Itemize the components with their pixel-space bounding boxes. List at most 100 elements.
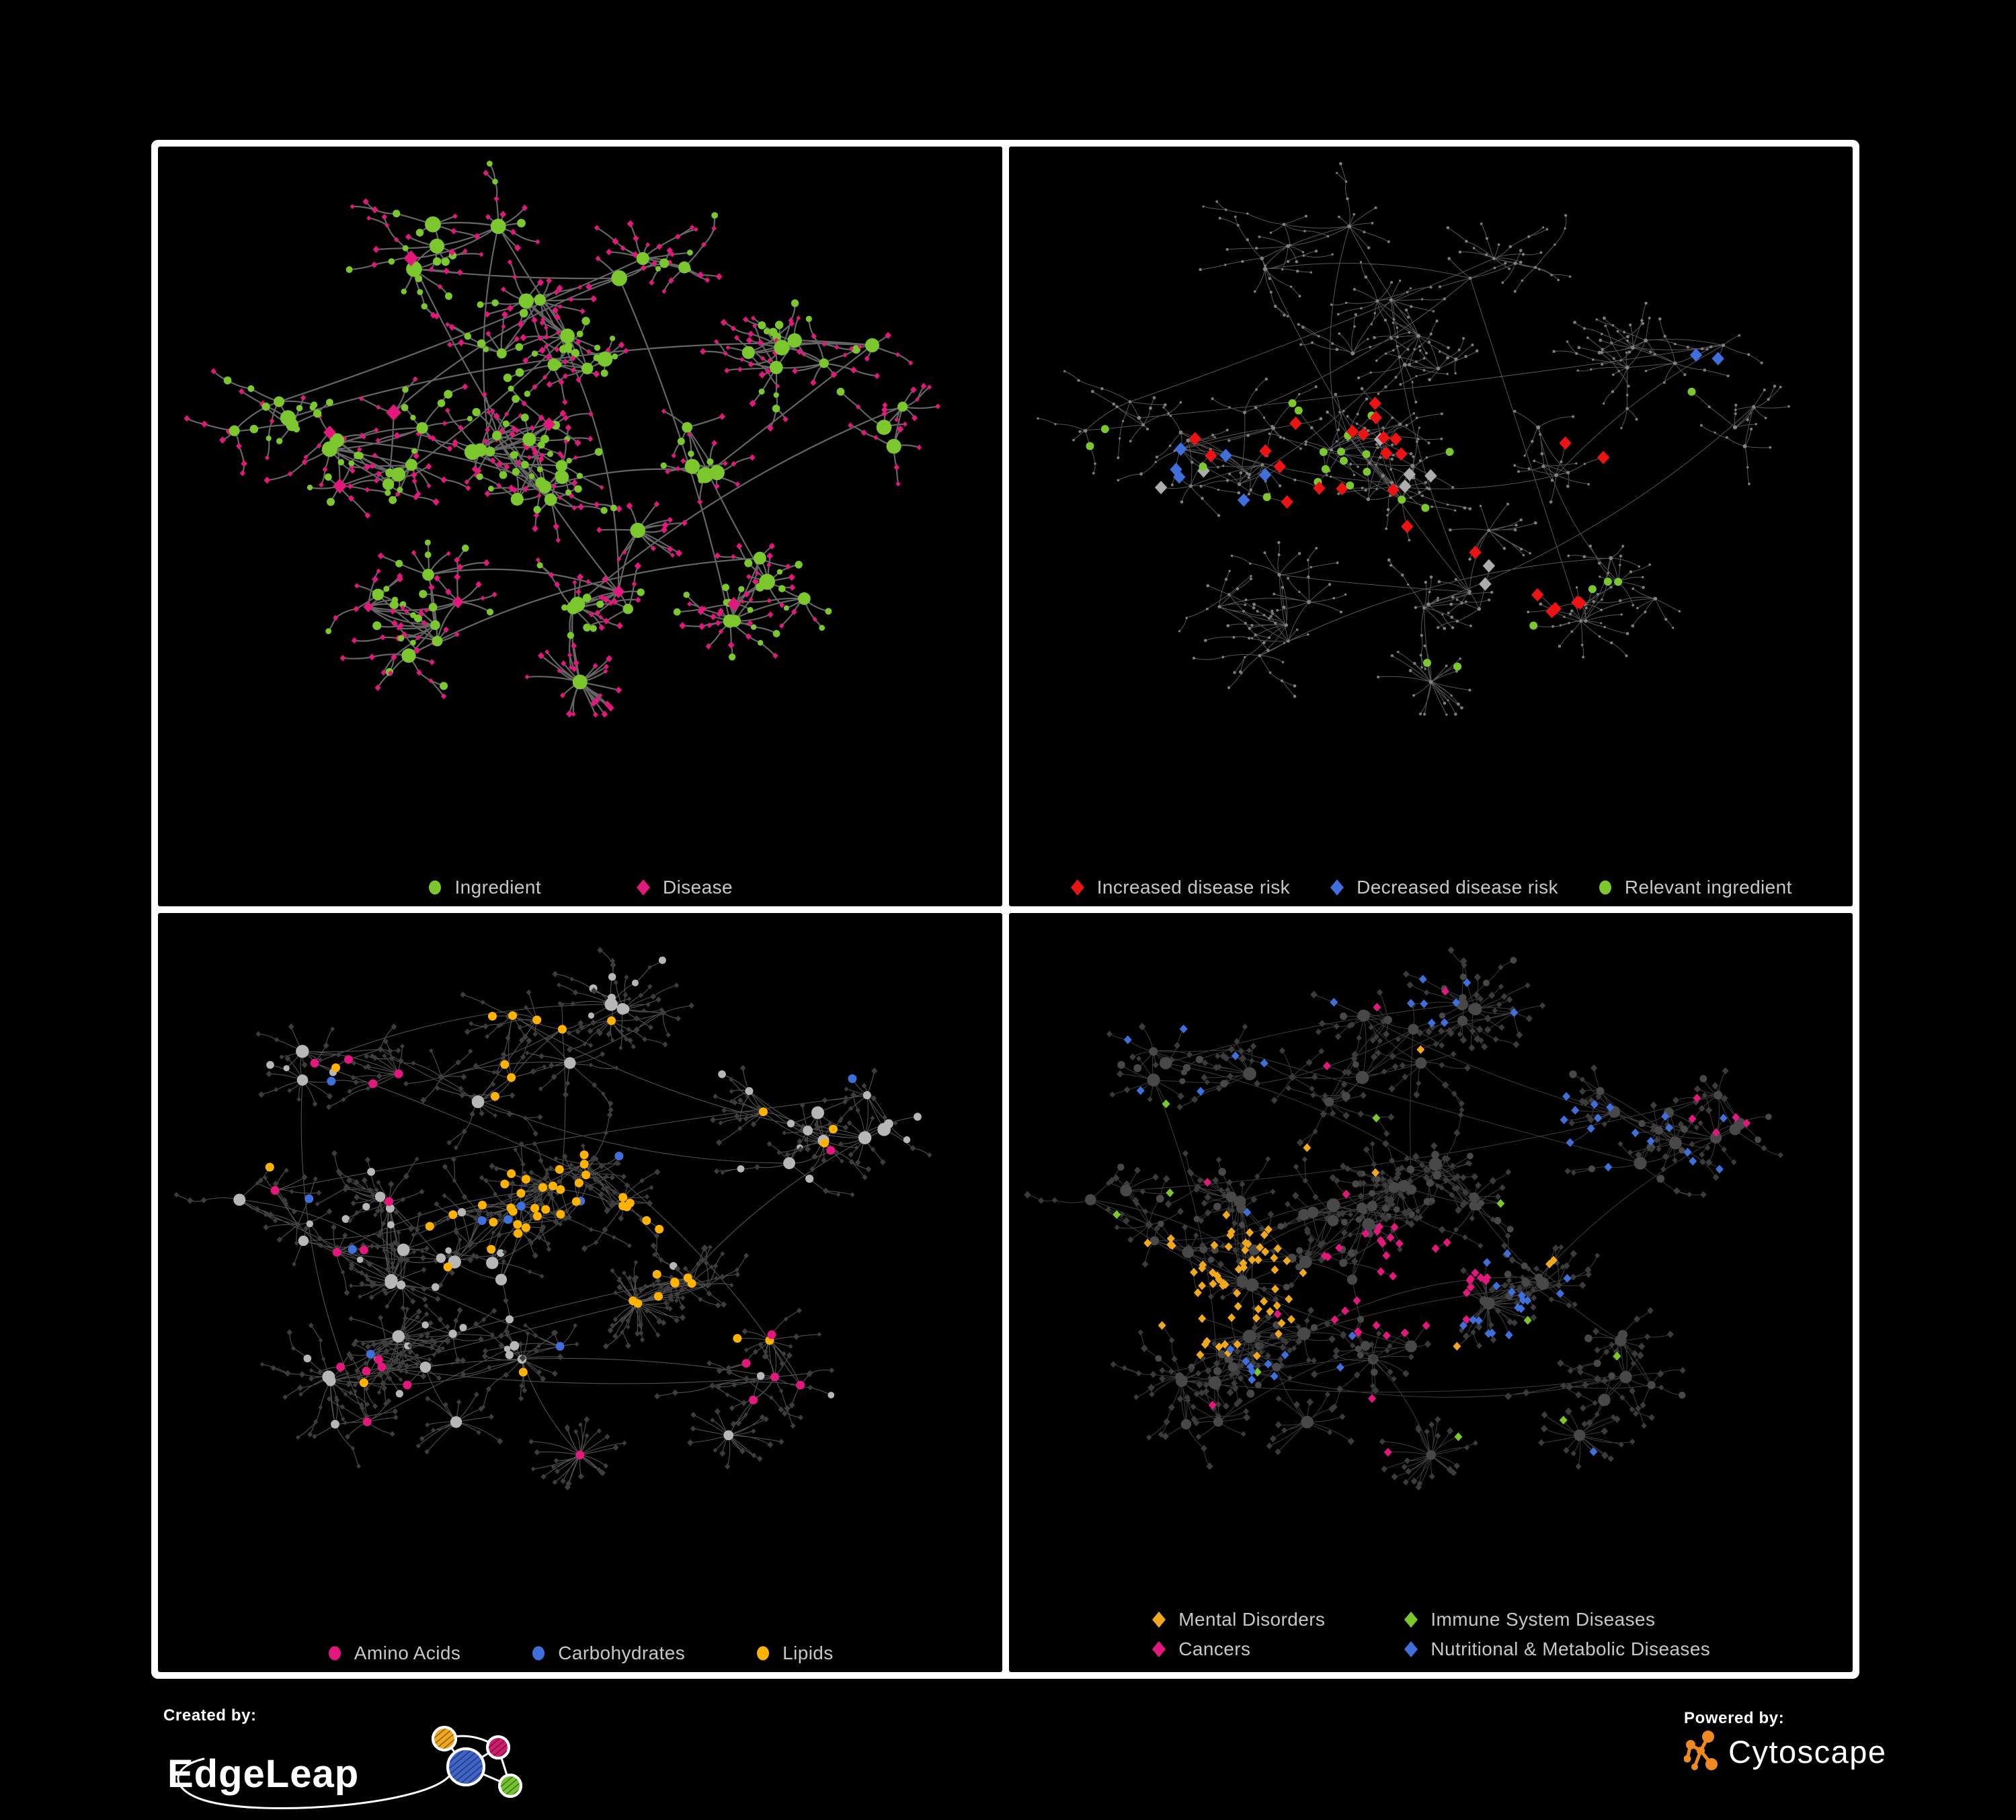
network-node bbox=[708, 1244, 713, 1250]
network-node bbox=[440, 476, 448, 483]
network-node bbox=[1254, 633, 1257, 637]
network-node bbox=[1340, 1306, 1349, 1315]
network-node bbox=[910, 386, 917, 393]
network-node bbox=[1219, 1052, 1227, 1060]
network-node bbox=[493, 196, 499, 202]
network-node bbox=[1451, 485, 1454, 489]
network-node bbox=[1459, 1320, 1467, 1330]
network-node bbox=[1443, 1238, 1451, 1247]
network-node bbox=[1629, 1406, 1635, 1413]
network-node bbox=[894, 417, 899, 422]
network-node bbox=[694, 227, 698, 232]
network-node bbox=[1459, 706, 1463, 710]
network-node bbox=[1446, 346, 1450, 350]
network-node bbox=[1158, 1374, 1166, 1382]
network-node bbox=[336, 1362, 346, 1372]
network-node bbox=[397, 1243, 410, 1256]
network-node bbox=[1440, 1017, 1449, 1027]
network-node bbox=[631, 581, 637, 587]
legend-marker-diamond-icon bbox=[1404, 1612, 1418, 1628]
network-node bbox=[615, 505, 622, 513]
network-node bbox=[650, 1242, 657, 1249]
network-node bbox=[1361, 1218, 1375, 1231]
network-node bbox=[600, 1185, 606, 1191]
network-node bbox=[305, 1193, 314, 1203]
network-node bbox=[1625, 632, 1629, 635]
network-node bbox=[588, 1226, 594, 1232]
network-node bbox=[514, 244, 522, 252]
network-node bbox=[1453, 1129, 1460, 1136]
network-node bbox=[1371, 222, 1373, 225]
network-node bbox=[1644, 1333, 1650, 1340]
network-node bbox=[767, 358, 772, 363]
network-node bbox=[397, 487, 403, 493]
network-node bbox=[525, 1050, 530, 1056]
network-node bbox=[1310, 1370, 1318, 1378]
network-node bbox=[612, 1333, 618, 1339]
network-node bbox=[1578, 1087, 1586, 1095]
network-node bbox=[772, 404, 780, 413]
network-node bbox=[902, 421, 908, 427]
network-node bbox=[491, 591, 497, 598]
network-node bbox=[1362, 450, 1371, 459]
network-node bbox=[879, 1158, 886, 1165]
network-node bbox=[235, 442, 242, 450]
network-node bbox=[346, 1351, 352, 1357]
network-node bbox=[438, 1281, 444, 1288]
network-node bbox=[397, 1349, 405, 1357]
network-node bbox=[1281, 1221, 1288, 1228]
network-node bbox=[641, 1008, 647, 1013]
network-node bbox=[1625, 335, 1629, 339]
network-node bbox=[527, 1237, 532, 1243]
network-node bbox=[1176, 1394, 1184, 1402]
network-node bbox=[563, 373, 569, 379]
network-node bbox=[1218, 1281, 1227, 1290]
network-node bbox=[1200, 1444, 1207, 1452]
network-node bbox=[1336, 1384, 1343, 1393]
network-node bbox=[610, 1322, 615, 1329]
network-node bbox=[1469, 624, 1472, 627]
network-node bbox=[608, 972, 616, 981]
network-node bbox=[457, 1208, 467, 1216]
network-node bbox=[711, 440, 717, 446]
network-node bbox=[1297, 1208, 1309, 1220]
network-node bbox=[772, 630, 780, 637]
network-node bbox=[1216, 1063, 1222, 1070]
network-node bbox=[680, 1294, 686, 1300]
network-node bbox=[735, 1419, 742, 1427]
network-node bbox=[1381, 1139, 1389, 1148]
network-node bbox=[466, 1240, 473, 1249]
network-node bbox=[717, 607, 724, 615]
network-node bbox=[348, 1218, 352, 1223]
network-node bbox=[1189, 1267, 1198, 1277]
network-node bbox=[1532, 459, 1535, 463]
network-node bbox=[346, 1381, 352, 1388]
network-node bbox=[638, 1330, 644, 1336]
network-node bbox=[1391, 1375, 1397, 1382]
network-node bbox=[421, 1266, 427, 1273]
network-node bbox=[1424, 469, 1437, 483]
network-node bbox=[1377, 430, 1390, 444]
legend-item-lipids: Lipids bbox=[755, 1644, 834, 1663]
network-node bbox=[1168, 1337, 1174, 1343]
network-node bbox=[748, 361, 754, 368]
network-node bbox=[1335, 440, 1338, 443]
network-node bbox=[1435, 319, 1439, 323]
network-node bbox=[1396, 335, 1399, 339]
network-node bbox=[326, 1208, 333, 1214]
network-node bbox=[1777, 1152, 1783, 1158]
network-node bbox=[1349, 1342, 1355, 1349]
network-node bbox=[637, 588, 645, 596]
network-node bbox=[622, 1270, 627, 1275]
network-node bbox=[1576, 369, 1579, 372]
network-node bbox=[354, 1367, 360, 1374]
network-node bbox=[1715, 1164, 1724, 1173]
network-node bbox=[1344, 593, 1346, 596]
network-node bbox=[1250, 1042, 1256, 1050]
network-node bbox=[415, 635, 421, 641]
network-node bbox=[688, 1002, 694, 1008]
network-node bbox=[1282, 223, 1285, 227]
network-node bbox=[1558, 1244, 1564, 1250]
network-node bbox=[714, 552, 721, 559]
network-node bbox=[597, 351, 613, 367]
